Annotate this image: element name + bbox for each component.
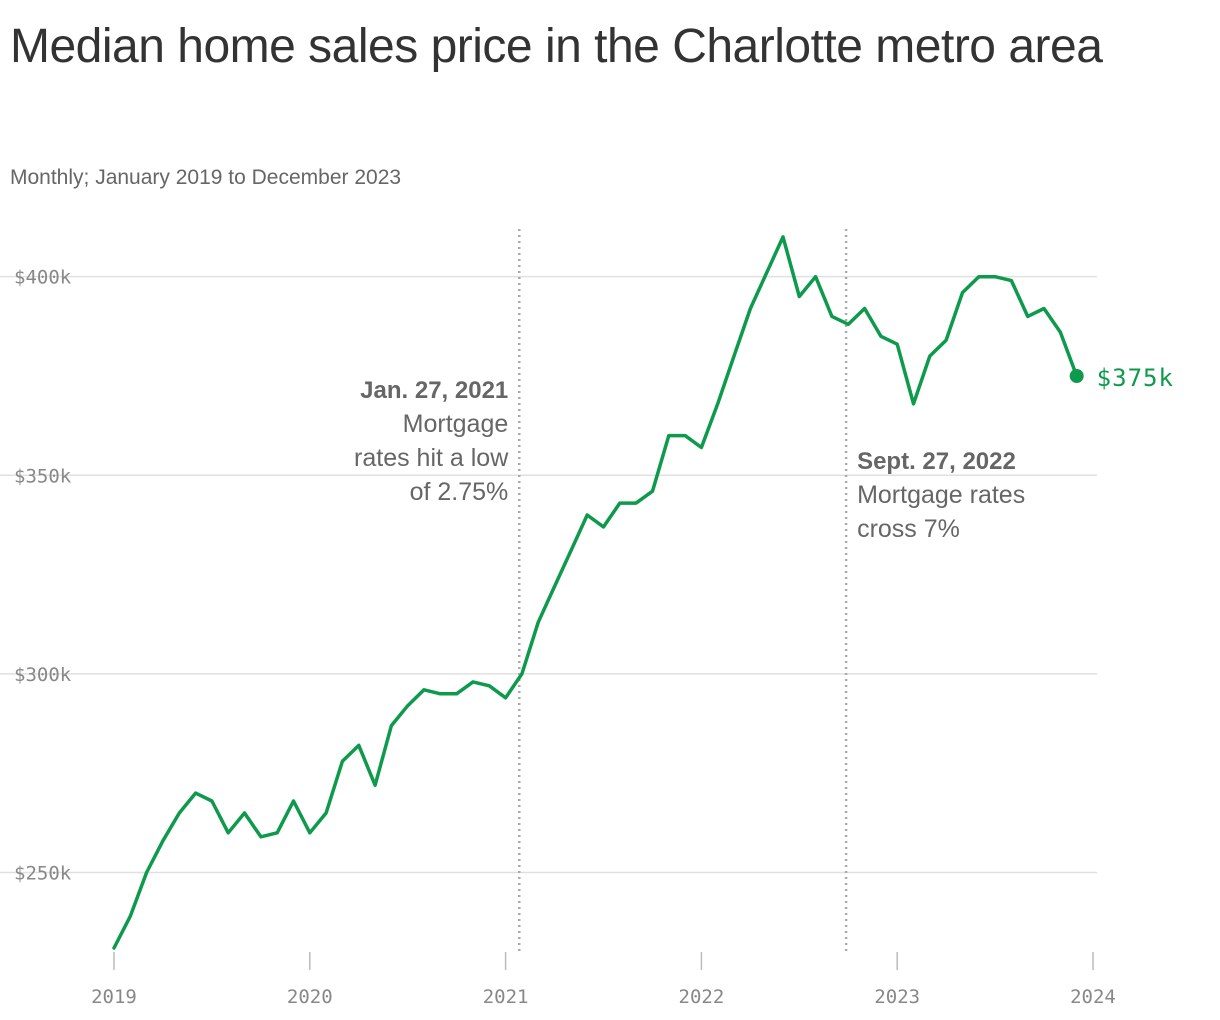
x-tick-label: 2022 — [679, 986, 725, 1008]
x-tick-label: 2021 — [483, 986, 529, 1008]
annotation-text: Mortgage — [403, 410, 509, 438]
annotation-text: Mortgage rates — [857, 481, 1025, 509]
y-tick-label: $300k — [14, 664, 72, 686]
annotation-text: of 2.75% — [410, 478, 509, 506]
x-tick-label: 2023 — [874, 986, 920, 1008]
x-tick-label: 2019 — [91, 986, 137, 1008]
annotation-date: Sept. 27, 2022 — [857, 448, 1016, 475]
annotation-date: Jan. 27, 2021 — [360, 377, 508, 404]
end-value-label: $375k — [1097, 364, 1174, 392]
annotation-text: cross 7% — [857, 515, 960, 543]
x-axis-ticks: 2019 2020 2021 2022 2023 2024 — [91, 952, 1116, 1008]
y-tick-label: $250k — [14, 863, 72, 885]
chart-subtitle: Monthly; January 2019 to December 2023 — [10, 166, 402, 189]
series-line — [112, 235, 1079, 950]
event-markers: Jan. 27, 2021 Mortgage rates hit a low of 2… — [354, 229, 1025, 952]
y-axis-ticks: $250k $300k $350k $400k — [14, 267, 72, 885]
y-tick-label: $400k — [14, 267, 72, 289]
x-tick-label: 2024 — [1070, 986, 1116, 1008]
chart-title: Median home sales price in the Charlotte… — [10, 20, 1103, 73]
gridlines — [0, 275, 1097, 874]
end-point — [1069, 368, 1084, 383]
y-tick-label: $350k — [14, 465, 72, 487]
x-tick-label: 2020 — [287, 986, 333, 1008]
annotation-text: rates hit a low — [354, 444, 509, 472]
series-layer: $375k — [112, 235, 1174, 950]
